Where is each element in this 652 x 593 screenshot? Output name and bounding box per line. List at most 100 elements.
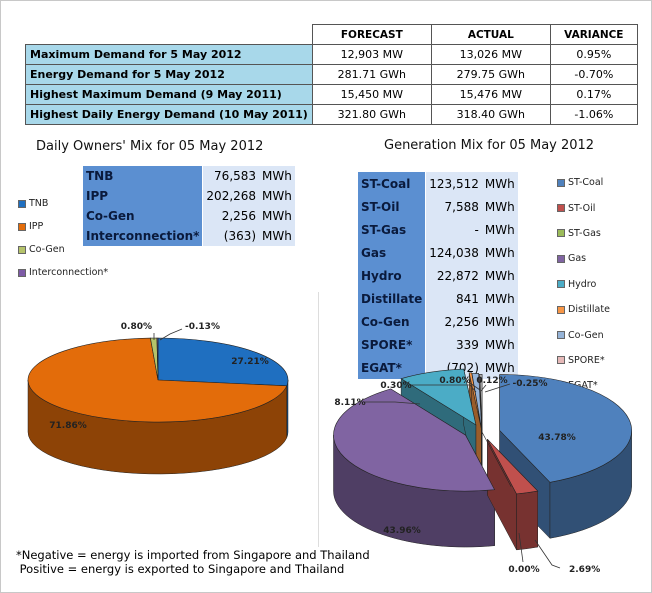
owners-legend: TNB IPP Co-Gen Interconnection* bbox=[18, 192, 108, 284]
footnote-line-2: Positive = energy is exported to Singapo… bbox=[16, 562, 345, 576]
summary-row-actual: 318.40 GWh bbox=[430, 104, 551, 125]
legend-item: Hydro bbox=[557, 272, 610, 297]
data-label-leader bbox=[469, 382, 481, 391]
mix-row: Co-Gen 2,256 MWh bbox=[358, 310, 518, 333]
mix-row-name: ST-Oil bbox=[358, 195, 427, 218]
pie-slice-st-gas bbox=[481, 431, 512, 487]
mix-row-unit: MWh bbox=[481, 172, 518, 195]
mix-row-name: IPP bbox=[83, 186, 204, 206]
legend-swatch bbox=[18, 245, 26, 254]
mix-row-value: - bbox=[425, 218, 482, 241]
legend-swatch bbox=[557, 204, 565, 213]
data-label: 0.00% bbox=[508, 565, 539, 575]
mix-row-value: 2,256 bbox=[425, 310, 482, 333]
legend-label: ST-Oil bbox=[568, 202, 596, 214]
data-label: 43.78% bbox=[538, 433, 576, 443]
summary-header-row: FORECAST ACTUAL VARIANCE bbox=[26, 24, 638, 45]
legend-swatch bbox=[18, 222, 26, 231]
legend-label: ST-Gas bbox=[568, 227, 601, 239]
legend-item: Co-Gen bbox=[18, 238, 108, 261]
mix-row-name: Distillate bbox=[358, 287, 427, 310]
summary-row: Energy Demand for 5 May 2012 281.71 GWh 27… bbox=[25, 64, 638, 85]
pie-slice-wall bbox=[516, 490, 538, 551]
mix-row: SPORE* 339 MWh bbox=[358, 333, 518, 356]
generation-chart-title: Generation Mix for 05 May 2012 bbox=[384, 138, 595, 153]
mix-row-unit: MWh bbox=[259, 186, 295, 206]
mix-row-unit: MWh bbox=[259, 166, 295, 186]
pie-slice-distillate bbox=[468, 372, 482, 429]
summary-row: Highest Maximum Demand (9 May 2011) 15,45… bbox=[25, 84, 638, 105]
data-label-leader bbox=[518, 532, 524, 563]
pie-slice-egat bbox=[479, 374, 483, 431]
pie-slice-st-oil bbox=[487, 439, 539, 495]
data-label: -0.13% bbox=[185, 322, 220, 332]
legend-item: Gas bbox=[557, 246, 610, 271]
legend-swatch bbox=[18, 199, 26, 208]
data-label-leader bbox=[365, 401, 421, 405]
legend-swatch bbox=[557, 280, 565, 289]
mix-row: Distillate 841 MWh bbox=[358, 287, 518, 310]
summary-row-forecast: 321.80 GWh bbox=[311, 104, 432, 125]
mix-row-value: 124,038 bbox=[425, 241, 482, 264]
mix-row-value: 2,256 bbox=[202, 206, 260, 226]
mix-row: EGAT* (702) MWh bbox=[358, 356, 518, 379]
legend-label: ST-Coal bbox=[568, 177, 604, 189]
summary-row-label: Highest Maximum Demand (9 May 2011) bbox=[25, 84, 313, 105]
mix-row-unit: MWh bbox=[481, 264, 518, 287]
data-label: 0.80% bbox=[439, 376, 470, 386]
legend-item: Interconnection* bbox=[18, 261, 108, 284]
mix-row: TNB 76,583 MWh bbox=[83, 166, 295, 186]
summary-row-variance: 0.17% bbox=[549, 84, 638, 105]
data-label: -0.25% bbox=[513, 379, 548, 389]
mix-row-unit: MWh bbox=[481, 333, 518, 356]
pie-slice-hydro bbox=[400, 368, 477, 426]
footnote-line-1: *Negative = energy is imported from Sing… bbox=[16, 548, 370, 562]
mix-row: Co-Gen 2,256 MWh bbox=[83, 206, 295, 226]
legend-item: IPP bbox=[18, 215, 108, 238]
legend-label: Co-Gen bbox=[568, 329, 604, 341]
legend-swatch bbox=[557, 254, 565, 263]
mix-row-unit: MWh bbox=[481, 241, 518, 264]
mix-row-name: SPORE* bbox=[358, 333, 427, 356]
legend-swatch bbox=[557, 305, 565, 314]
summary-row-variance: -0.70% bbox=[549, 64, 638, 85]
legend-swatch bbox=[557, 331, 565, 340]
data-label: 0.30% bbox=[380, 381, 411, 391]
legend-item: Co-Gen bbox=[557, 322, 610, 347]
data-label: 2.69% bbox=[569, 565, 600, 575]
mix-row-name: Co-Gen bbox=[358, 310, 427, 333]
data-label: 71.86% bbox=[49, 421, 87, 431]
legend-label: Distillate bbox=[568, 304, 610, 316]
mix-row: Interconnection* (363) MWh bbox=[83, 226, 295, 246]
summary-row-variance: -1.06% bbox=[549, 104, 638, 125]
mix-row-unit: MWh bbox=[481, 195, 518, 218]
mix-row-value: 841 bbox=[425, 287, 482, 310]
mix-row-name: Hydro bbox=[358, 264, 427, 287]
panel-divider bbox=[318, 292, 319, 547]
mix-row-name: ST-Gas bbox=[358, 218, 427, 241]
legend-swatch bbox=[18, 268, 26, 277]
summary-header-forecast: FORECAST bbox=[311, 24, 432, 45]
mix-row-value: (363) bbox=[202, 226, 260, 246]
owners-mix-table: TNB 76,583 MWh IPP 202,268 MWh Co-Gen 2,256 MWh I… bbox=[83, 166, 295, 246]
data-label-leader bbox=[484, 383, 511, 393]
mix-row-name: EGAT* bbox=[358, 356, 427, 379]
mix-row-unit: MWh bbox=[481, 356, 518, 379]
summary-row: Highest Daily Energy Demand (10 May 2011… bbox=[25, 104, 638, 125]
legend-label: SPORE* bbox=[568, 354, 605, 366]
data-label: 43.96% bbox=[383, 526, 421, 536]
legend-label: TNB bbox=[29, 198, 49, 209]
legend-item: Distillate bbox=[557, 297, 610, 322]
summary-row-label: Highest Daily Energy Demand (10 May 2011… bbox=[25, 104, 313, 125]
mix-row: ST-Gas - MWh bbox=[358, 218, 518, 241]
legend-item: ST-Coal bbox=[557, 170, 610, 195]
data-label: 0.80% bbox=[121, 322, 152, 332]
legend-label: Co-Gen bbox=[29, 244, 65, 255]
mix-row-name: Co-Gen bbox=[83, 206, 204, 226]
pie-slice-gas bbox=[333, 388, 496, 492]
mix-row-value: 7,588 bbox=[425, 195, 482, 218]
mix-row: IPP 202,268 MWh bbox=[83, 186, 295, 206]
data-label: 0.12% bbox=[476, 376, 507, 386]
mix-row-value: 22,872 bbox=[425, 264, 482, 287]
